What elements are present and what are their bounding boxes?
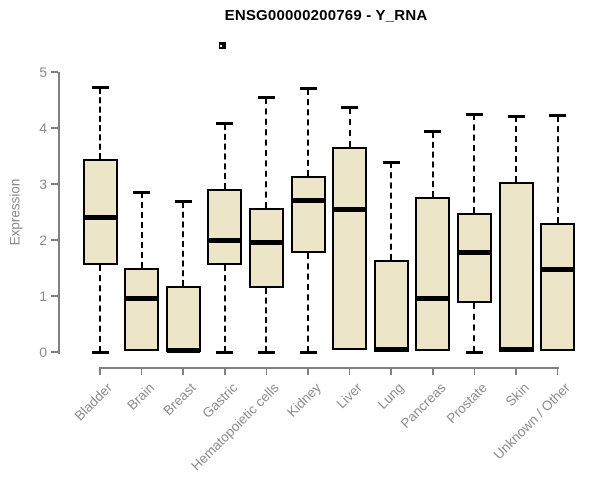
median-line (333, 207, 367, 213)
box (540, 223, 576, 351)
upper-whisker (348, 107, 351, 148)
upper-whisker (307, 88, 309, 176)
y-axis-tick (51, 71, 58, 73)
lower-whisker (265, 287, 268, 352)
median-line (125, 296, 159, 302)
chart-title: ENSG00000200769 - Y_RNA (224, 7, 428, 24)
x-axis-tick (473, 368, 476, 375)
upper-whisker-cap (549, 114, 567, 118)
x-axis-tick (390, 368, 392, 375)
upper-whisker-cap (257, 96, 275, 100)
x-axis-tick (265, 368, 268, 375)
box (290, 175, 326, 253)
x-axis-category-label: Liver (333, 380, 366, 412)
upper-whisker (390, 162, 393, 260)
x-axis-category-label: Unknown / Other (490, 380, 574, 463)
x-axis-tick (224, 368, 226, 375)
upper-whisker (556, 115, 559, 224)
median-line (541, 266, 575, 272)
square-point-marker (219, 42, 226, 49)
median-line (249, 240, 283, 246)
y-axis-tick-label: 5 (39, 64, 47, 80)
lower-whisker (99, 265, 101, 352)
upper-whisker (223, 123, 226, 190)
upper-whisker-cap (424, 130, 442, 134)
upper-whisker-cap (465, 112, 483, 116)
y-axis-line (58, 72, 60, 354)
x-axis-category-label: Brain (124, 380, 158, 413)
upper-whisker (515, 116, 517, 182)
x-axis-tick (182, 368, 184, 375)
median-line (83, 214, 117, 220)
lower-whisker-cap (257, 350, 275, 354)
upper-whisker (140, 192, 143, 268)
upper-whisker-cap (507, 114, 525, 118)
x-axis-line (98, 367, 560, 369)
upper-whisker (473, 114, 476, 213)
box (165, 286, 201, 352)
box (207, 189, 243, 266)
lower-whisker-cap (465, 350, 483, 354)
box (415, 197, 451, 351)
x-axis-tick (99, 368, 101, 375)
x-axis-category-label: Lung (374, 380, 407, 412)
x-axis-tick (432, 368, 434, 375)
upper-whisker-cap (174, 200, 192, 204)
y-axis-tick-label: 3 (39, 176, 47, 192)
x-axis-tick (307, 368, 309, 375)
lower-whisker (223, 265, 226, 352)
lower-whisker-cap (91, 350, 109, 354)
box (498, 181, 534, 352)
x-axis-category-label: Skin (502, 380, 532, 410)
upper-whisker (265, 97, 268, 208)
median-line (166, 347, 200, 353)
upper-whisker-cap (382, 160, 400, 164)
y-axis-tick-label: 0 (39, 344, 47, 360)
median-line (499, 347, 533, 353)
x-axis-category-label: Kidney (283, 380, 324, 420)
y-axis-tick (51, 127, 58, 129)
x-axis-category-label: Breast (160, 380, 199, 419)
y-axis-tick (51, 295, 58, 297)
median-line (291, 197, 325, 203)
y-axis-tick-label: 2 (39, 232, 47, 248)
y-axis-tick-label: 1 (39, 288, 47, 304)
x-axis-tick (348, 368, 351, 375)
median-line (416, 295, 450, 301)
x-axis-tick (140, 368, 143, 375)
median-line (208, 237, 242, 243)
upper-whisker-cap (216, 122, 234, 126)
y-axis-tick (51, 239, 58, 241)
x-axis-category-label: Pancreas (397, 380, 449, 431)
x-axis-tick (556, 368, 559, 375)
upper-whisker (182, 201, 185, 287)
lower-whisker (473, 302, 476, 352)
box (82, 158, 118, 266)
upper-whisker-cap (299, 87, 317, 91)
x-axis-category-label: Bladder (72, 380, 116, 424)
box (456, 212, 492, 303)
box (124, 268, 160, 351)
box (373, 259, 409, 352)
lower-whisker-cap (216, 350, 234, 354)
box (332, 147, 368, 351)
box (248, 207, 284, 288)
median-line (374, 347, 408, 353)
upper-whisker (431, 131, 434, 198)
upper-whisker-cap (91, 86, 109, 90)
y-axis-tick (51, 351, 58, 353)
x-axis-tick (515, 368, 517, 375)
y-axis-tick (51, 183, 58, 185)
lower-whisker (307, 252, 309, 352)
median-line (457, 250, 491, 256)
y-axis-tick-label: 4 (39, 120, 47, 136)
upper-whisker-cap (133, 190, 151, 194)
lower-whisker-cap (299, 350, 317, 354)
x-axis-category-label: Prostate (443, 380, 491, 427)
x-axis-category-label: Gastric (199, 380, 241, 421)
square-point-marker-inner (220, 45, 222, 47)
upper-whisker-cap (341, 106, 359, 110)
upper-whisker (99, 87, 101, 159)
